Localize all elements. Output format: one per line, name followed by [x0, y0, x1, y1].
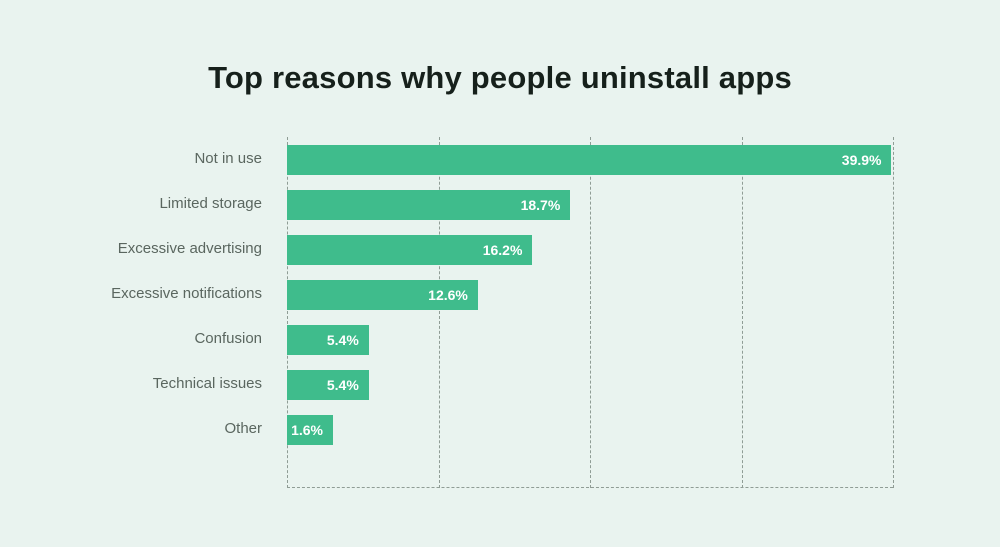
category-label: Excessive notifications	[111, 285, 262, 303]
value-label: 39.9%	[841, 151, 882, 168]
x-axis-baseline	[287, 487, 893, 488]
bar-track: 5.4%	[287, 369, 893, 400]
value-label: 1.6%	[291, 421, 323, 438]
category-label: Limited storage	[159, 195, 262, 213]
category-label: Confusion	[194, 330, 262, 348]
bar-track: 5.4%	[287, 324, 893, 355]
category-label: Excessive advertising	[117, 240, 262, 258]
bar-track: 39.9%	[287, 144, 893, 175]
bar-row: Technical issues 5.4%	[0, 362, 1000, 407]
value-label: 12.6%	[428, 286, 468, 303]
value-label: 18.7%	[520, 196, 561, 213]
bar: 12.6%	[287, 279, 478, 310]
bar-row: Excessive advertising 16.2%	[0, 227, 1000, 272]
category-label: Not in use	[194, 150, 262, 168]
bar: 16.2%	[287, 234, 533, 265]
bar-row: Limited storage 18.7%	[0, 182, 1000, 227]
bar: 5.4%	[287, 369, 369, 400]
value-label: 5.4%	[326, 331, 359, 348]
value-label: 5.4%	[326, 376, 359, 393]
value-label: 16.2%	[482, 241, 523, 258]
bar-row: Not in use 39.9%	[0, 137, 1000, 182]
bar-track: 16.2%	[287, 234, 893, 265]
bar-track: 18.7%	[287, 189, 893, 220]
bar: 39.9%	[287, 144, 892, 175]
bar-rows: Not in use 39.9% Limited storage 18.7% Exces…	[0, 137, 1000, 452]
bar: 5.4%	[287, 324, 369, 355]
bar-track: 12.6%	[287, 279, 893, 310]
category-label: Technical issues	[152, 375, 262, 393]
bar-track: 1.6%	[287, 414, 893, 445]
bar-chart: Not in use 39.9% Limited storage 18.7% Exces…	[0, 137, 1000, 488]
bar-row: Confusion 5.4%	[0, 317, 1000, 362]
bar-row: Excessive notifications 12.6%	[0, 272, 1000, 317]
chart-title: Top reasons why people uninstall apps	[208, 60, 792, 95]
bar-row: Other 1.6%	[0, 407, 1000, 452]
category-label: Other	[224, 420, 262, 438]
bar: 1.6%	[287, 414, 333, 445]
bar: 18.7%	[287, 189, 571, 220]
